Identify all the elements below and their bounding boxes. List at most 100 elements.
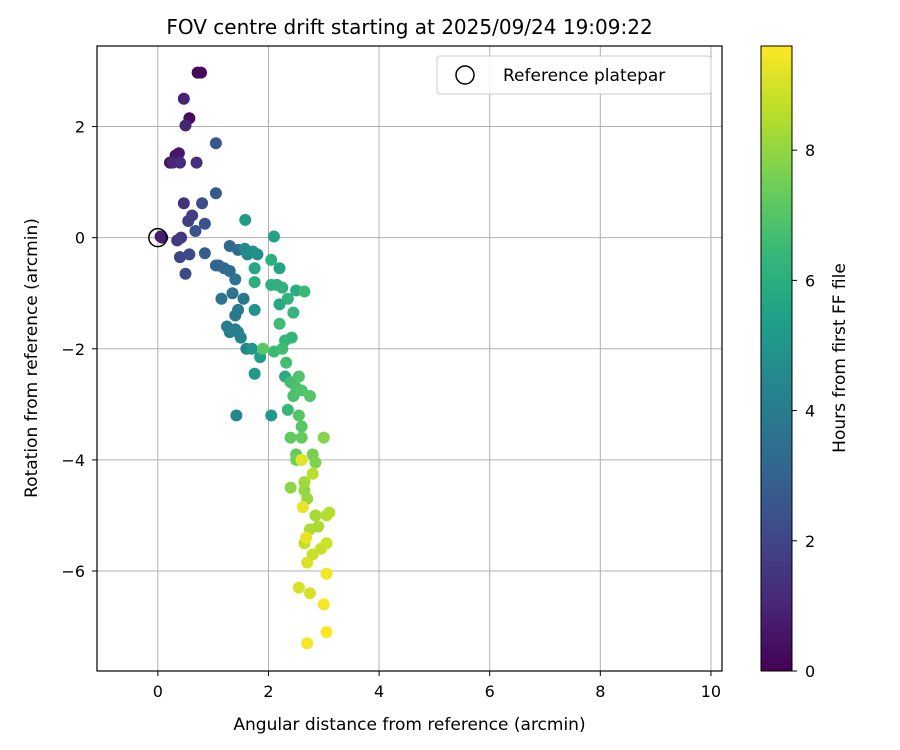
data-point	[248, 262, 261, 275]
data-point	[298, 285, 311, 298]
y-tick-label: 2	[75, 118, 85, 137]
data-point	[229, 273, 242, 286]
y-tick-label: −2	[61, 340, 85, 359]
data-point	[256, 342, 269, 355]
data-point	[292, 370, 305, 383]
data-point	[295, 431, 308, 444]
legend: Reference platepar	[436, 55, 712, 95]
data-point	[298, 476, 311, 489]
data-point	[287, 306, 300, 319]
y-tick-label: −6	[61, 562, 85, 581]
legend-box	[436, 55, 712, 95]
x-tick-label: 8	[595, 682, 605, 701]
data-point	[301, 637, 314, 650]
data-point	[177, 197, 190, 210]
data-point	[173, 251, 186, 264]
legend-marker-reference	[455, 65, 475, 85]
data-point	[190, 156, 203, 169]
data-point	[303, 587, 316, 600]
data-point	[172, 147, 185, 160]
data-point	[317, 598, 330, 611]
data-point	[317, 431, 330, 444]
data-point	[276, 342, 289, 355]
data-point	[209, 137, 222, 150]
data-point	[248, 303, 261, 316]
data-point	[295, 453, 308, 466]
data-point	[209, 187, 222, 200]
data-point	[234, 331, 247, 344]
data-point	[296, 501, 309, 514]
plot-area-frame	[96, 45, 723, 672]
colorbar-tick-label: 6	[805, 271, 815, 290]
data-point	[295, 420, 308, 433]
y-axis-label: Rotation from reference (arcmin)	[22, 218, 42, 498]
data-point	[301, 556, 314, 569]
colorbar-ticks: 0 2 4 6 8	[792, 141, 815, 681]
colorbar-tick-label: 4	[805, 402, 815, 421]
data-point	[175, 231, 188, 244]
data-point	[281, 292, 294, 305]
data-point	[323, 506, 336, 519]
data-point	[273, 262, 286, 275]
y-axis-ticks: 2 0 −2 −4 −6	[61, 118, 97, 581]
colorbar	[760, 45, 793, 672]
x-axis-label: Angular distance from reference (arcmin)	[233, 715, 585, 735]
scatter-points	[154, 66, 336, 650]
data-point	[309, 509, 322, 522]
data-point	[229, 309, 242, 322]
data-point	[306, 467, 319, 480]
data-point	[284, 481, 297, 494]
data-point	[196, 197, 209, 210]
data-point	[198, 217, 211, 230]
colorbar-tick-label: 8	[805, 141, 815, 160]
data-point	[230, 409, 243, 422]
x-tick-label: 6	[485, 682, 495, 701]
chart-title: FOV centre drift starting at 2025/09/24 …	[166, 15, 652, 39]
data-point	[281, 403, 294, 416]
data-point	[237, 292, 250, 305]
x-tick-label: 10	[701, 682, 721, 701]
x-axis-ticks: 0 2 4 6 8 10	[153, 671, 721, 701]
x-tick-label: 2	[263, 682, 273, 701]
data-point	[251, 248, 264, 261]
data-point	[280, 356, 293, 369]
data-point	[156, 231, 169, 244]
data-point	[265, 253, 278, 266]
y-tick-label: 0	[75, 229, 85, 248]
data-point	[320, 626, 333, 639]
data-point	[182, 215, 195, 227]
grid	[97, 46, 722, 671]
data-point	[189, 225, 202, 237]
data-point	[276, 281, 289, 294]
data-point	[215, 292, 228, 305]
data-point	[179, 119, 192, 132]
data-point	[248, 276, 261, 289]
data-point	[198, 247, 211, 260]
y-tick-label: −4	[61, 451, 85, 470]
data-point	[312, 520, 325, 533]
colorbar-tick-label: 0	[805, 662, 815, 681]
data-point	[265, 409, 278, 422]
x-tick-label: 0	[153, 682, 163, 701]
colorbar-tick-label: 2	[805, 532, 815, 551]
data-point	[267, 230, 280, 243]
data-point	[320, 567, 333, 580]
data-point	[177, 92, 190, 105]
data-point	[183, 248, 196, 261]
data-point	[284, 431, 297, 444]
colorbar-label: Hours from first FF file	[830, 263, 850, 453]
reference-platepar-marker	[148, 227, 168, 248]
data-point	[245, 342, 258, 355]
data-point	[173, 156, 186, 169]
data-point	[194, 66, 207, 79]
data-point	[303, 390, 316, 402]
x-tick-label: 4	[374, 682, 384, 701]
data-point	[248, 367, 261, 380]
data-point	[273, 317, 286, 330]
data-point	[239, 213, 252, 226]
data-point	[226, 287, 239, 300]
data-point	[320, 537, 333, 550]
data-point	[179, 267, 192, 280]
